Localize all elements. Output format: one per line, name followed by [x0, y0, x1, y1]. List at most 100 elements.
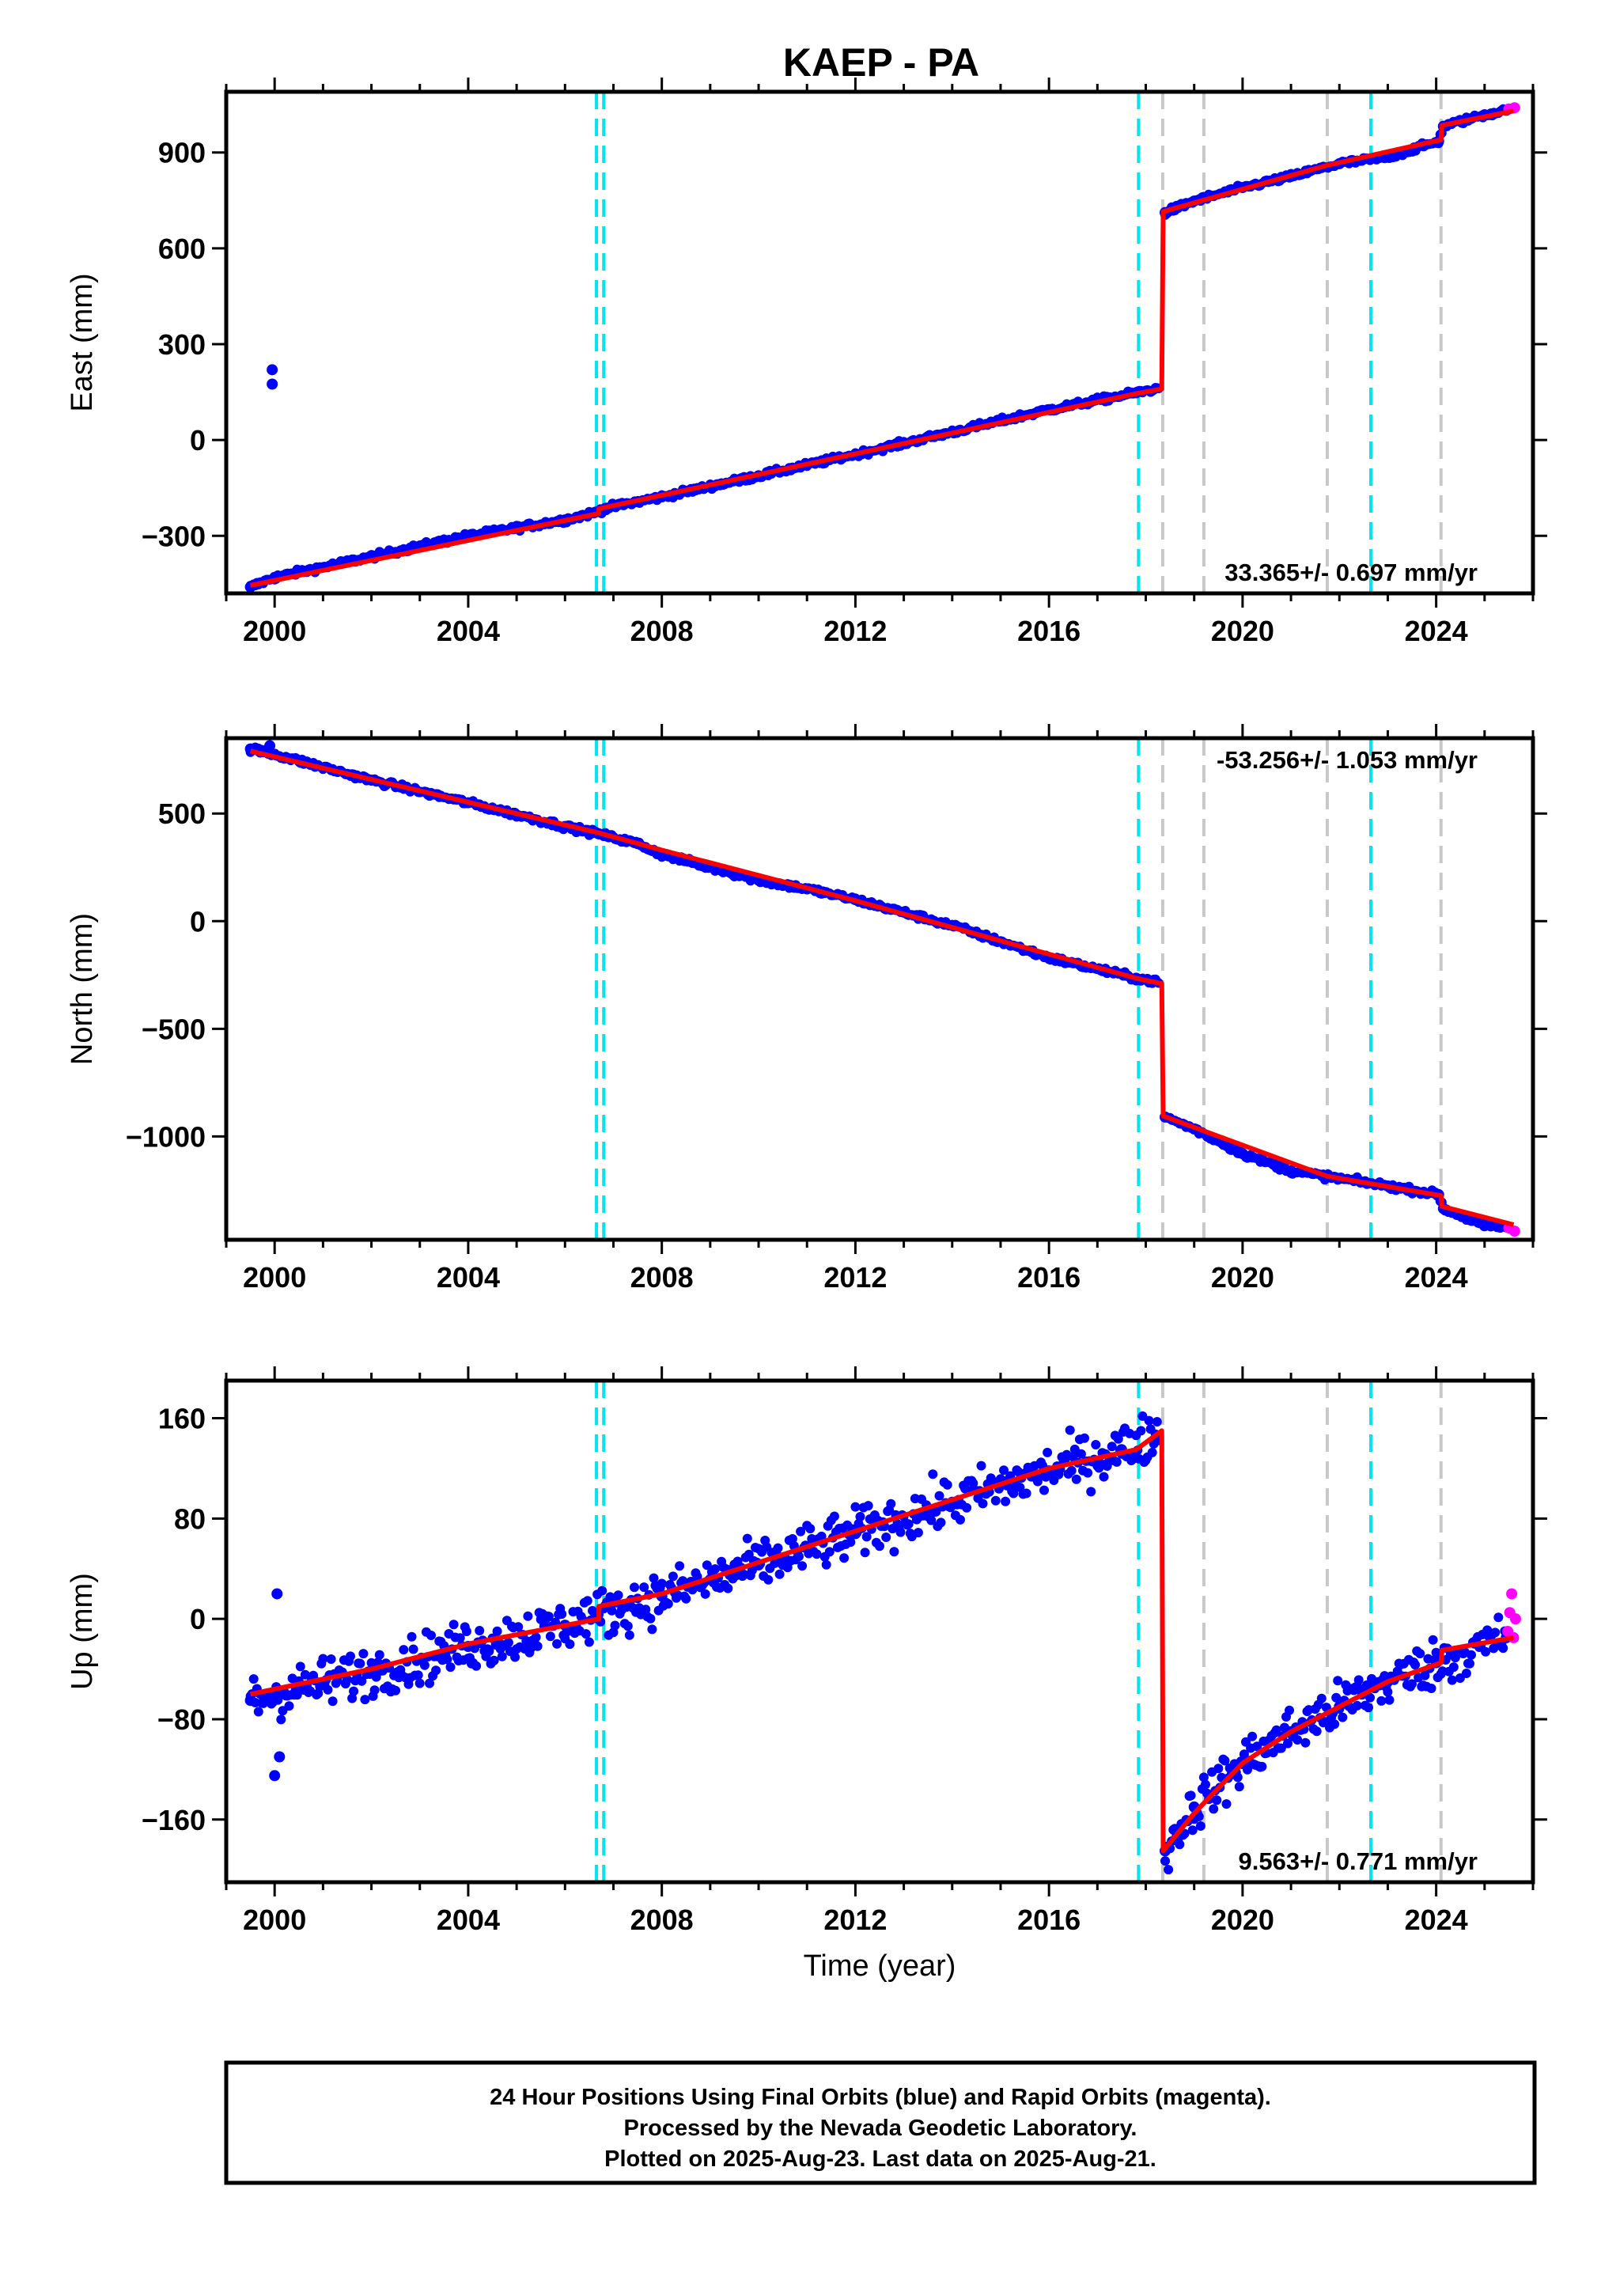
- final-point: [889, 1547, 899, 1557]
- final-point: [1021, 1488, 1031, 1498]
- final-point: [610, 1620, 620, 1631]
- outlier-point: [267, 364, 278, 376]
- y-tick-label: −160: [142, 1804, 206, 1836]
- final-point: [327, 1696, 338, 1707]
- final-point: [990, 1495, 1001, 1506]
- final-point: [1164, 1865, 1174, 1875]
- y-tick-label: 900: [158, 137, 206, 169]
- final-point: [700, 1589, 710, 1599]
- final-point: [1195, 1821, 1205, 1831]
- final-point: [796, 1526, 806, 1536]
- final-point: [1247, 1731, 1258, 1741]
- up-axis-label: Up (mm): [66, 1573, 99, 1690]
- final-point: [445, 1662, 456, 1673]
- y-tick-label: 80: [174, 1502, 206, 1535]
- final-point: [1465, 1658, 1474, 1669]
- y-tick-label: 0: [190, 905, 206, 938]
- final-point: [1212, 1795, 1222, 1805]
- final-point: [913, 1528, 923, 1538]
- x-tick-label: 2004: [437, 1904, 500, 1936]
- footer-line-2: Processed by the Nevada Geodetic Laborat…: [624, 2116, 1137, 2141]
- x-tick-label: 2020: [1211, 615, 1274, 647]
- final-point: [1152, 1417, 1162, 1426]
- final-point: [581, 1629, 591, 1639]
- final-point: [1352, 1700, 1362, 1711]
- final-point: [1407, 1679, 1417, 1689]
- final-point: [976, 1461, 986, 1471]
- final-point: [276, 1714, 286, 1725]
- x-tick-label: 2000: [243, 1904, 306, 1936]
- east-axis-label: East (mm): [66, 273, 99, 411]
- y-tick-label: −300: [142, 520, 206, 552]
- final-point: [1209, 1804, 1219, 1814]
- final-point: [489, 1655, 499, 1665]
- final-point: [1478, 1220, 1490, 1232]
- final-point: [584, 1637, 594, 1647]
- x-tick-label: 2008: [630, 615, 694, 647]
- final-point: [1221, 1799, 1232, 1809]
- final-point: [875, 1541, 884, 1552]
- final-point: [1201, 1779, 1210, 1790]
- final-point: [1415, 1649, 1425, 1658]
- y-tick-label: 0: [190, 424, 206, 457]
- final-point: [1447, 1675, 1457, 1685]
- final-point: [492, 1626, 502, 1636]
- final-point: [323, 1684, 333, 1695]
- final-point: [1136, 1426, 1146, 1436]
- final-point: [846, 1537, 856, 1548]
- x-tick-label: 2000: [243, 615, 306, 647]
- final-point: [639, 1582, 649, 1593]
- final-point: [347, 1693, 358, 1703]
- north-panel: 2000 2004 2008 2012 2016 2020 2024 −1000 −500 0 50…: [66, 724, 1547, 1294]
- final-point: [1113, 1434, 1123, 1444]
- final-point: [607, 1605, 617, 1616]
- final-point: [531, 1632, 541, 1642]
- final-point: [1186, 1790, 1196, 1801]
- final-point: [812, 1549, 822, 1559]
- north-axis-label: North (mm): [66, 913, 99, 1065]
- final-point: [1175, 1839, 1185, 1850]
- final-point: [1311, 1726, 1322, 1737]
- final-point: [1194, 1812, 1204, 1821]
- final-point: [391, 1685, 401, 1695]
- final-point: [497, 1651, 507, 1661]
- final-point: [1316, 1693, 1327, 1703]
- x-tick-label: 2016: [1017, 1904, 1081, 1936]
- final-point: [1039, 1485, 1049, 1495]
- x-tick-label: 2016: [1017, 615, 1081, 647]
- final-point: [999, 1465, 1009, 1476]
- final-point: [461, 1627, 471, 1636]
- final-point: [513, 1622, 524, 1632]
- final-point: [358, 1649, 369, 1659]
- final-point: [1144, 1415, 1154, 1426]
- x-tick-label: 2004: [437, 615, 500, 647]
- final-point: [253, 1707, 263, 1717]
- east-frame: [224, 89, 1535, 596]
- final-point: [903, 1519, 914, 1529]
- x-tick-label: 2024: [1405, 1261, 1468, 1294]
- final-point: [244, 1695, 256, 1707]
- final-point: [1467, 1650, 1476, 1660]
- final-point: [300, 1669, 310, 1680]
- final-point: [1160, 1856, 1170, 1866]
- final-point: [1187, 1825, 1198, 1836]
- final-point: [1257, 1761, 1267, 1771]
- final-point: [1213, 1764, 1224, 1774]
- final-point: [1091, 1440, 1101, 1449]
- final-point: [1080, 1433, 1089, 1443]
- final-point: [850, 1502, 861, 1512]
- final-point: [931, 1506, 941, 1517]
- final-point: [839, 1553, 850, 1563]
- final-point: [408, 1644, 418, 1654]
- final-point: [1066, 1465, 1077, 1476]
- y-tick-label: 160: [158, 1403, 206, 1435]
- final-point: [543, 1612, 554, 1622]
- final-point: [936, 1517, 946, 1528]
- final-point: [399, 1645, 409, 1655]
- final-point: [613, 1590, 623, 1601]
- x-tick-label: 2008: [630, 1261, 694, 1294]
- final-point: [523, 1611, 533, 1621]
- north-frame: [224, 736, 1535, 1242]
- north-model-line: [249, 748, 1515, 1227]
- up-model-line: [249, 1428, 1515, 1854]
